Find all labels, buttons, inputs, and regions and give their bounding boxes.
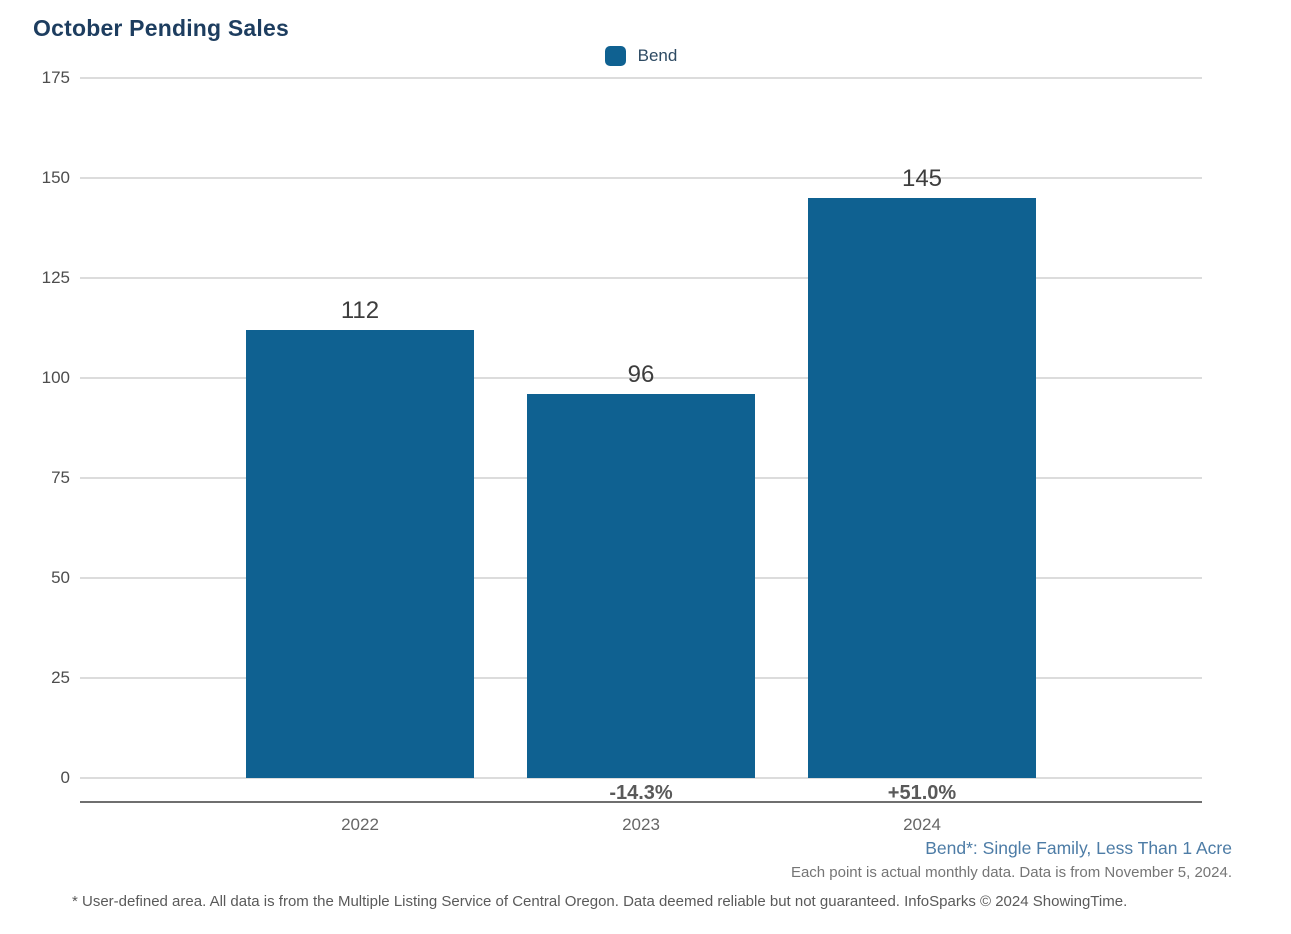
y-axis-tick-label-0: 0 bbox=[60, 768, 70, 787]
bar-2023[interactable] bbox=[527, 394, 755, 778]
bar-value-label-2023: 96 bbox=[627, 361, 655, 388]
legend[interactable]: Bend bbox=[80, 46, 1202, 66]
y-axis-tick-label-75: 75 bbox=[51, 468, 70, 487]
gridline-y-125 bbox=[80, 277, 1202, 279]
footnote-disclaimer: * User-defined area. All data is from th… bbox=[72, 893, 1128, 910]
y-axis-tick-label-25: 25 bbox=[51, 668, 70, 687]
x-axis-tick-label-2024: 2024 bbox=[903, 815, 941, 834]
bar-value-label-2022: 112 bbox=[340, 297, 380, 324]
bar-2024[interactable] bbox=[808, 198, 1036, 778]
x-axis-tick-label-2023: 2023 bbox=[622, 815, 660, 834]
bar-value-label-2024: 145 bbox=[901, 165, 943, 192]
y-axis-tick-label-50: 50 bbox=[51, 568, 70, 587]
gridline-y-175 bbox=[80, 77, 1202, 79]
footnote-series-definition: Bend*: Single Family, Less Than 1 Acre bbox=[925, 838, 1232, 858]
page-title: October Pending Sales bbox=[33, 15, 289, 41]
y-axis-tick-label-100: 100 bbox=[41, 368, 70, 387]
pct-change-label-2024: +51.0% bbox=[887, 782, 957, 804]
pct-change-label-2023: -14.3% bbox=[609, 782, 673, 804]
footnote-data-note: Each point is actual monthly data. Data … bbox=[790, 864, 1232, 881]
legend-label: Bend bbox=[637, 46, 678, 65]
gridline-y-150 bbox=[80, 177, 1202, 179]
bar-2022[interactable] bbox=[246, 330, 474, 778]
x-axis-line bbox=[80, 801, 1202, 803]
x-axis-tick-label-2022: 2022 bbox=[341, 815, 379, 834]
bend-legend-swatch-icon bbox=[604, 46, 626, 66]
gridline-y-0 bbox=[80, 777, 1202, 779]
gridline-y-100 bbox=[80, 377, 1202, 379]
y-axis-tick-label-150: 150 bbox=[41, 168, 70, 187]
y-axis-tick-label-175: 175 bbox=[41, 68, 70, 87]
y-axis-tick-label-125: 125 bbox=[41, 268, 70, 287]
